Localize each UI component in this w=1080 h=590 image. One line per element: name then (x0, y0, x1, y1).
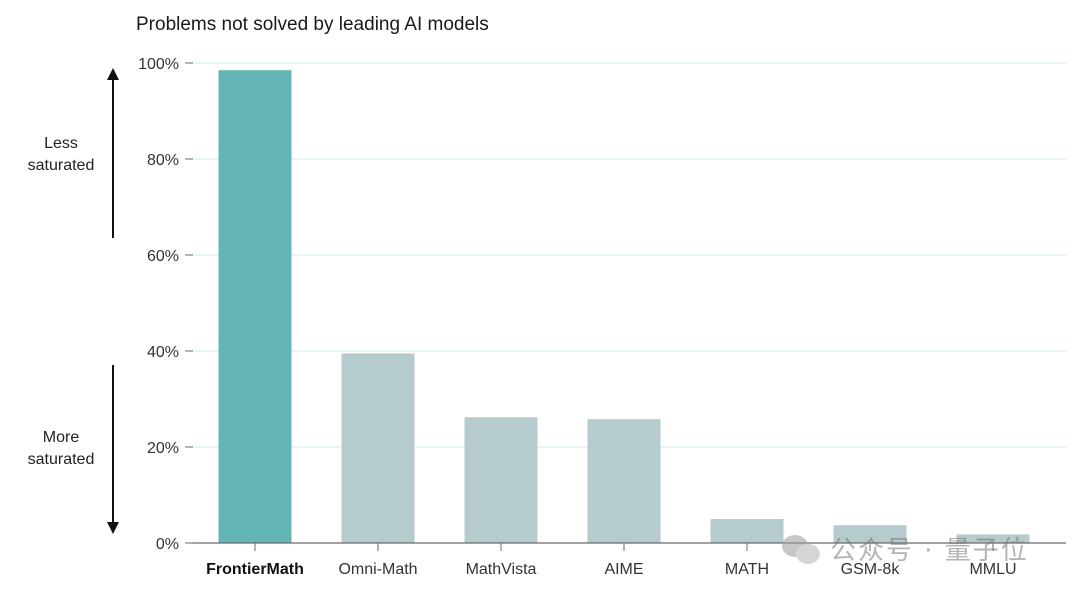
y-tick-label: 20% (147, 440, 179, 457)
less-saturated-label: Less saturated (6, 133, 116, 177)
bar-gsm-8k (833, 525, 907, 543)
bar-mathvista (464, 417, 538, 543)
saturation-arrows (107, 68, 119, 534)
x-tick-label: MMLU (969, 561, 1016, 578)
y-tick-label: 0% (156, 536, 179, 553)
x-tick-label: AIME (604, 561, 643, 578)
x-axis: FrontierMath Omni-Math MathVista AIME MATH GS… (193, 542, 1066, 578)
more-saturated-label: More saturated (6, 427, 116, 471)
y-axis: 0% 20% 40% 60% 80% 100% (138, 56, 193, 553)
more-saturated-line-1: More (42, 429, 80, 446)
x-tick-label: Omni-Math (338, 561, 417, 578)
bars (218, 70, 1030, 543)
x-tick-label: FrontierMath (206, 561, 304, 578)
watermark-text: 公众号 · 量子位 (830, 536, 1029, 566)
wechat-icon (782, 533, 822, 565)
less-saturated-line-1: Less (44, 135, 78, 152)
bar-frontiermath (218, 70, 292, 543)
arrow-up-head (107, 68, 119, 80)
x-tick-label: MATH (725, 561, 769, 578)
less-saturated-line-2: saturated (27, 157, 95, 174)
y-tick-label: 60% (147, 248, 179, 265)
chart-title: Problems not solved by leading AI models (136, 14, 489, 35)
arrow-down-head (107, 522, 119, 534)
bar-omni-math (341, 353, 415, 543)
y-tick-label: 80% (147, 152, 179, 169)
y-tick-label: 40% (147, 344, 179, 361)
x-tick-label: MathVista (466, 561, 537, 578)
y-tick-label: 100% (138, 56, 179, 73)
x-tick-label: GSM-8k (841, 561, 901, 578)
bar-math (710, 519, 784, 543)
bar-mmlu (956, 534, 1030, 543)
gridlines (193, 62, 1066, 448)
bar-aime (587, 419, 661, 543)
watermark: 公众号 · 量子位 (782, 530, 1029, 567)
more-saturated-line-2: saturated (27, 451, 95, 468)
